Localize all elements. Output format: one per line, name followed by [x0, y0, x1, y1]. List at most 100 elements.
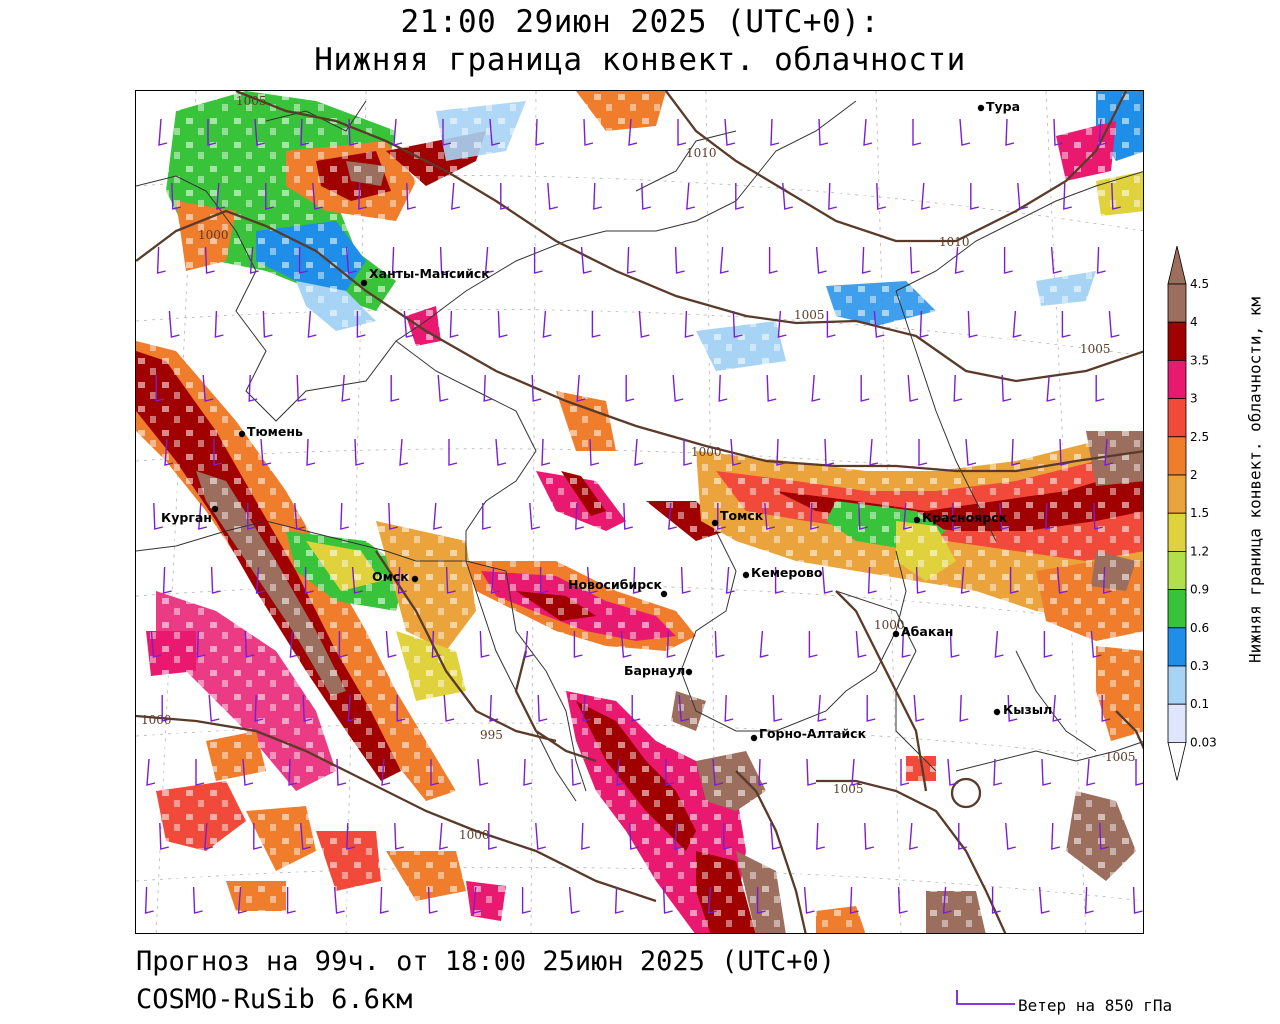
wind-barb [897, 886, 908, 914]
colorbar-tick-label: 0.3 [1190, 659, 1209, 673]
colorbar-segment [1167, 627, 1187, 667]
wind-barb [338, 631, 348, 658]
wind-barb [860, 375, 870, 402]
cities: Тура Ханты-Мансийск Тюмень Курган Омск Н… [161, 99, 1052, 742]
wind-barb [541, 438, 551, 466]
svg-text:Кызыл: Кызыл [1003, 702, 1052, 717]
wind-barb [623, 502, 633, 530]
colorbar-lower-arrow [1167, 742, 1187, 781]
wind-barb [341, 374, 351, 402]
wind-barb [949, 630, 960, 658]
wind-barb [202, 374, 214, 402]
colorbar-segment [1167, 703, 1187, 743]
colorbar-tick-label: 0.6 [1190, 621, 1209, 635]
colorbar-segment [1167, 512, 1187, 552]
wind-barb [903, 502, 912, 530]
wind-barb [403, 310, 415, 338]
wind-barb [811, 374, 821, 402]
colorbar-tick-label: 4 [1190, 315, 1198, 329]
svg-text:Кемерово: Кемерово [751, 565, 823, 580]
wind-barb [1011, 438, 1021, 466]
wind-barb [674, 246, 685, 274]
wind-barb [628, 118, 638, 146]
wind-barb [583, 118, 594, 146]
colorbar-segment [1167, 589, 1187, 629]
wind-barb [296, 374, 307, 402]
city-abakan: Абакан [892, 624, 953, 639]
wind-barb [582, 694, 592, 722]
wind-barb [638, 310, 650, 338]
wind-barb [723, 823, 732, 850]
wind-barb [1051, 822, 1060, 850]
wind-barb [724, 694, 734, 722]
wind-barb [1003, 247, 1013, 274]
wind-barb [247, 503, 256, 530]
wind-barb [529, 502, 540, 530]
city-barnaul: Барнаул [624, 663, 693, 678]
map-title-time: 21:00 29июн 2025 (UTC+0): [400, 4, 880, 40]
isobar-label: 1000 [874, 618, 905, 632]
wind-barb [732, 310, 743, 338]
isobar-label: 1000 [459, 828, 490, 842]
wind-barb [824, 438, 835, 466]
wind-barb [288, 758, 298, 786]
wind-barb [858, 502, 868, 530]
wind-barb [918, 439, 928, 466]
wind-barb [399, 438, 409, 466]
wind-barb [443, 694, 455, 722]
wind-barb [488, 823, 497, 850]
wind-barb [828, 182, 837, 210]
wind-barb [629, 822, 639, 850]
wind-barb [575, 502, 584, 530]
svg-text:Ханты-Мансийск: Ханты-Мансийск [369, 266, 490, 281]
wind-barb [672, 374, 684, 402]
wind-barb [213, 439, 223, 466]
wind-barb [537, 694, 548, 722]
wind-barb [248, 374, 258, 402]
wind-barb [1017, 182, 1028, 210]
colorbar-tick-label: 0.9 [1190, 583, 1209, 597]
isobar-labels: 1005 1010 1000 1010 1005 1005 1000 1000 … [141, 94, 1136, 842]
city-krasnoyarsk: Красноярск [913, 510, 1008, 525]
wind-barb [714, 630, 725, 658]
wind-barb [286, 887, 296, 914]
wind-barb [952, 503, 961, 530]
wind-barb [388, 502, 398, 530]
wind-barb [1135, 759, 1143, 786]
wind-barb [591, 311, 601, 338]
wind-barb [677, 119, 687, 146]
wind-legend-label: Ветер на 850 гПа [1018, 996, 1173, 1015]
wind-barb [477, 758, 489, 786]
colorbar-tick-label: 0.1 [1190, 697, 1209, 711]
wind-barb [304, 567, 314, 594]
colorbar-tick-label: 4.5 [1190, 277, 1209, 291]
wind-barb [533, 247, 543, 274]
wind-barb [1086, 758, 1096, 786]
isobar-label: 1000 [691, 445, 722, 459]
city-tura: Тура [977, 99, 1020, 114]
wind-barb [159, 822, 169, 850]
wind-barb [770, 118, 780, 146]
wind-barb [686, 182, 695, 210]
wind-barb [1005, 118, 1015, 146]
city-kyzyl: Кызыл [993, 702, 1052, 717]
wind-barb [625, 375, 635, 402]
wind-barb [818, 118, 829, 146]
wind-barb [336, 758, 347, 786]
wind-barb [851, 758, 861, 786]
wind-barb [867, 566, 877, 594]
wind-barb [385, 630, 397, 658]
wind-barb [539, 567, 549, 594]
wind-barb [999, 502, 1010, 530]
wind-barb [869, 438, 879, 466]
wind-barb [1099, 822, 1109, 850]
wind-legend-barb-icon [956, 990, 1015, 1005]
wind-barb [1111, 182, 1121, 210]
wind-barb [207, 119, 217, 146]
city-omsk: Омск [372, 569, 419, 584]
wind-barb [397, 566, 407, 594]
wind-barb [901, 630, 911, 658]
wind-barb [909, 822, 918, 850]
wind-barb [1096, 246, 1106, 274]
colorbar-segment [1167, 398, 1187, 438]
